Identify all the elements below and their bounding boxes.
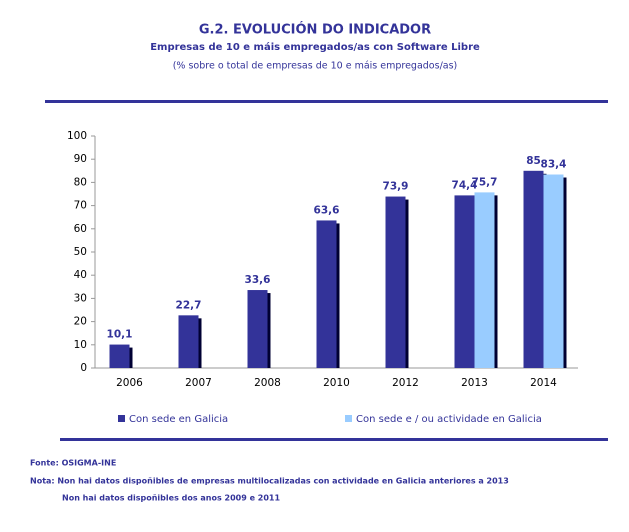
value-label: 74,4 <box>452 179 478 191</box>
y-tick-label: 10 <box>74 339 87 351</box>
x-tick-label: 2007 <box>185 377 212 389</box>
bar <box>523 170 544 368</box>
y-tick-label: 0 <box>80 362 87 374</box>
legend-swatch <box>345 415 352 422</box>
note: Non hai datos dispoñibles dos anos 2009 … <box>62 494 280 503</box>
bar <box>543 174 564 368</box>
note: Nota: Non hai datos dispoñibles de empre… <box>30 477 509 486</box>
y-tick-label: 60 <box>74 223 87 235</box>
y-tick-label: 70 <box>74 200 87 212</box>
chart-subtitle: Empresas de 10 e máis empregados/as con … <box>150 41 480 53</box>
x-tick-label: 2010 <box>323 377 350 389</box>
value-label: 22,7 <box>176 299 202 311</box>
bar <box>474 192 495 368</box>
bar <box>247 290 268 368</box>
x-tick-label: 2014 <box>530 377 557 389</box>
source: Fonte: OSIGMA-INE <box>30 459 116 468</box>
value-label: 10,1 <box>107 329 133 341</box>
y-tick-label: 100 <box>67 130 87 142</box>
top-rule <box>45 100 608 103</box>
y-tick-label: 50 <box>74 246 87 258</box>
bar <box>454 195 475 368</box>
value-label: 85 <box>526 155 541 167</box>
bottom-rule <box>60 438 608 441</box>
bar <box>385 196 406 368</box>
y-tick-label: 20 <box>74 316 87 328</box>
value-label: 75,7 <box>472 176 498 188</box>
legend-label: Con sede e / ou actividade en Galicia <box>356 414 542 425</box>
chart-title: G.2. EVOLUCIÓN DO INDICADOR <box>199 22 431 38</box>
value-label: 83,4 <box>541 159 567 171</box>
value-label: 33,6 <box>245 274 271 286</box>
y-tick-label: 30 <box>74 292 87 304</box>
legend-swatch <box>118 415 125 422</box>
unit-note: (% sobre o total de empresas de 10 e mái… <box>173 61 458 72</box>
bar <box>178 315 199 368</box>
value-label: 73,9 <box>383 181 409 193</box>
x-tick-label: 2012 <box>392 377 419 389</box>
x-tick-label: 2013 <box>461 377 488 389</box>
x-tick-label: 2008 <box>254 377 281 389</box>
value-label: 63,6 <box>314 204 340 216</box>
bar <box>109 344 130 368</box>
x-tick-label: 2006 <box>116 377 143 389</box>
legend-label: Con sede en Galicia <box>129 414 228 425</box>
y-tick-label: 90 <box>74 153 87 165</box>
y-tick-label: 80 <box>74 176 87 188</box>
y-tick-label: 40 <box>74 269 87 281</box>
bar <box>316 220 337 368</box>
